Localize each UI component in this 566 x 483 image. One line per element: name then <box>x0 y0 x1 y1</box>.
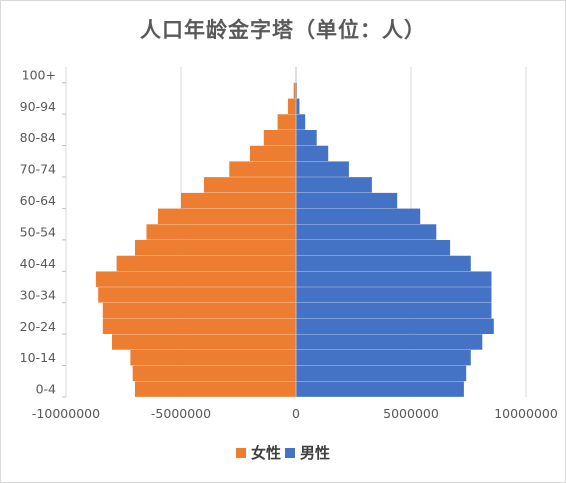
y-tick-label: 0-4 <box>36 382 56 397</box>
axes <box>62 67 297 398</box>
bar-male-15-19 <box>296 334 483 350</box>
y-tick-label: 30-34 <box>20 287 56 302</box>
bar-female-20-24 <box>102 318 296 334</box>
bar-female-40-44 <box>116 255 296 272</box>
bar-female-0-4 <box>135 381 296 397</box>
y-tick-label: 10-14 <box>20 350 56 365</box>
x-tick-label: 10000000 <box>494 406 558 421</box>
bar-male-50-54 <box>296 224 437 240</box>
bar-female-30-34 <box>98 287 296 303</box>
bar-female-15-19 <box>112 334 296 350</box>
bar-female-80-84 <box>263 130 296 146</box>
y-tick-label: 70-74 <box>20 162 56 177</box>
bar-male-55-59 <box>296 208 421 224</box>
bar-male-20-24 <box>296 318 494 334</box>
legend-item-female: 女性 <box>235 442 281 463</box>
legend: 女性 男性 <box>0 442 566 463</box>
bar-male-90-94 <box>296 98 300 114</box>
x-tick-labels: -10000000 -5000000 0 5000000 10000000 <box>32 406 558 421</box>
x-tick-label: -5000000 <box>151 406 211 421</box>
bar-male-60-64 <box>296 192 398 209</box>
bar-male-45-49 <box>296 240 451 256</box>
bar-male-40-44 <box>296 255 471 272</box>
bar-female-5-9 <box>132 365 296 382</box>
bar-male-25-29 <box>296 302 492 319</box>
bar-female-35-39 <box>95 271 297 287</box>
bar-female-85-89 <box>277 114 296 130</box>
bar-female-90-94 <box>287 98 296 114</box>
bar-female-60-64 <box>181 192 296 209</box>
legend-label-male: 男性 <box>300 444 331 462</box>
y-tick-label: 20-24 <box>20 319 56 334</box>
y-tick-label: 100+ <box>22 67 56 82</box>
x-tick-label: 5000000 <box>383 406 439 421</box>
bar-male-80-84 <box>296 130 317 146</box>
legend-swatch-male <box>285 447 295 458</box>
bar-male-30-34 <box>296 287 492 303</box>
x-tick-label: 0 <box>292 406 300 421</box>
y-tick-labels: 0-4 10-14 20-24 30-34 40-44 50-54 60-64 70-74 80… <box>20 67 56 396</box>
bar-male-10-14 <box>296 350 471 366</box>
legend-item-male: 男性 <box>285 442 330 463</box>
bar-male-70-74 <box>296 161 349 177</box>
bar-female-95-99 <box>293 82 296 99</box>
chart-title: 人口年龄金字塔（单位：人） <box>140 17 426 42</box>
legend-label-female: 女性 <box>250 444 281 462</box>
bar-female-50-54 <box>146 224 296 240</box>
bar-female-70-74 <box>229 161 296 177</box>
bar-female-65-69 <box>204 177 296 193</box>
y-tick-label: 50-54 <box>20 225 56 240</box>
bar-male-85-89 <box>296 114 306 130</box>
bar-female-25-29 <box>102 302 296 319</box>
bar-female-10-14 <box>130 350 296 366</box>
legend-swatch-female <box>235 447 246 458</box>
bar-female-45-49 <box>135 240 296 256</box>
bar-female-55-59 <box>158 208 296 224</box>
bar-male-0-4 <box>296 381 464 397</box>
y-tick-label: 80-84 <box>20 130 56 145</box>
x-tick-label: -10000000 <box>32 406 100 421</box>
bar-male-35-39 <box>296 271 492 287</box>
bars <box>95 67 494 397</box>
y-tick-label: 90-94 <box>20 99 56 114</box>
bar-male-65-69 <box>296 177 372 193</box>
bar-male-5-9 <box>296 365 467 382</box>
bar-male-75-79 <box>296 145 329 162</box>
y-tick-label: 40-44 <box>20 256 56 271</box>
y-tick-label: 60-64 <box>20 193 56 208</box>
bar-female-75-79 <box>250 145 296 162</box>
